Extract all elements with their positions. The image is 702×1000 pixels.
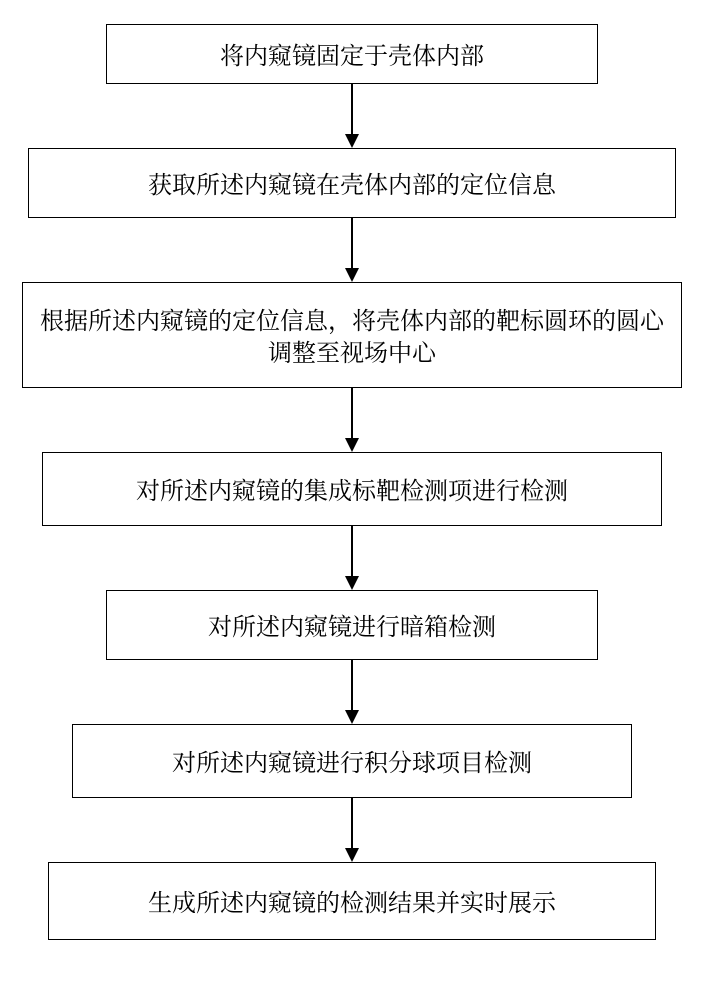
flow-node-1: 将内窥镜固定于壳体内部 [106, 24, 598, 84]
flow-node-2-label: 获取所述内窥镜在壳体内部的定位信息 [148, 167, 556, 199]
flow-node-4: 对所述内窥镜的集成标靶检测项进行检测 [42, 452, 662, 526]
flow-edge-1-head-icon [345, 134, 359, 148]
flow-edge-6-head-icon [345, 848, 359, 862]
flow-edge-5-head-icon [345, 710, 359, 724]
flow-node-3: 根据所述内窥镜的定位信息，将壳体内部的靶标圆环的圆心调整至视场中心 [22, 282, 682, 388]
flow-node-4-label: 对所述内窥镜的集成标靶检测项进行检测 [136, 473, 568, 505]
flow-edge-3-line [351, 388, 353, 438]
flow-edge-4-head-icon [345, 576, 359, 590]
flow-node-3-label: 根据所述内窥镜的定位信息，将壳体内部的靶标圆环的圆心调整至视场中心 [31, 303, 673, 368]
flow-edge-3-head-icon [345, 438, 359, 452]
flow-edge-2-line [351, 218, 353, 268]
flow-node-7-label: 生成所述内窥镜的检测结果并实时展示 [148, 885, 556, 917]
flow-node-5-label: 对所述内窥镜进行暗箱检测 [208, 609, 496, 641]
flow-edge-5-line [351, 660, 353, 710]
flow-edge-4-line [351, 526, 353, 576]
flow-node-7: 生成所述内窥镜的检测结果并实时展示 [48, 862, 656, 940]
flowchart-canvas: 将内窥镜固定于壳体内部 获取所述内窥镜在壳体内部的定位信息 根据所述内窥镜的定位… [0, 0, 702, 1000]
flow-node-2: 获取所述内窥镜在壳体内部的定位信息 [28, 148, 676, 218]
flow-edge-2-head-icon [345, 268, 359, 282]
flow-node-6: 对所述内窥镜进行积分球项目检测 [72, 724, 632, 798]
flow-node-6-label: 对所述内窥镜进行积分球项目检测 [172, 745, 532, 777]
flow-edge-1-line [351, 84, 353, 134]
flow-node-1-label: 将内窥镜固定于壳体内部 [220, 38, 484, 70]
flow-node-5: 对所述内窥镜进行暗箱检测 [106, 590, 598, 660]
flow-edge-6-line [351, 798, 353, 848]
